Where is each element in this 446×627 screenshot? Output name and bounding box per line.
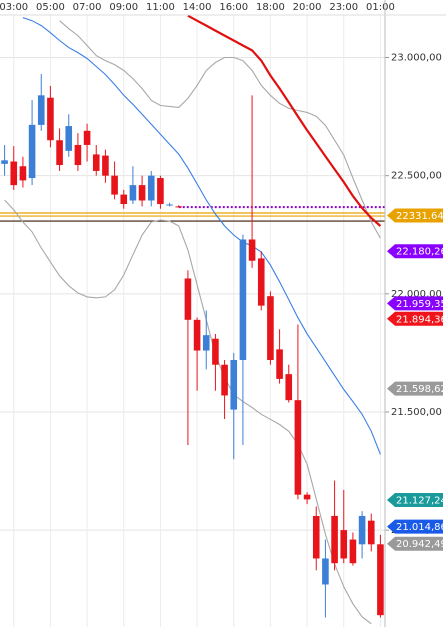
candle-body (340, 530, 348, 559)
y-tick-label: 22.000,00 (391, 289, 442, 300)
candle-body (193, 319, 201, 351)
price-marker (387, 536, 443, 551)
candle-body (74, 144, 82, 166)
x-tick-label: 16:00 (219, 2, 248, 13)
price-marker-label: 20.942,49 (396, 539, 446, 550)
candle-body (56, 140, 63, 166)
candle-body (184, 278, 192, 320)
y-tick-label: 23.000,00 (391, 53, 442, 64)
candle-body (358, 515, 366, 545)
candle-body (322, 558, 329, 585)
candle-body (349, 539, 357, 564)
candle-body (37, 95, 45, 125)
indicator-line (59, 20, 381, 239)
candle-body (83, 130, 91, 145)
indicator-line (4, 199, 372, 625)
candle-body (92, 154, 100, 171)
price-marker (387, 493, 443, 508)
candle-body (129, 185, 137, 201)
candle-body (138, 185, 146, 201)
price-marker (387, 244, 443, 259)
x-tick-label: 09:00 (109, 2, 138, 13)
candle-body (202, 335, 210, 351)
candle-body (212, 338, 219, 365)
price-marker (387, 381, 443, 396)
candle-body (367, 520, 375, 545)
candle-body (377, 544, 384, 616)
indicator-line (22, 17, 381, 455)
candle-body (303, 494, 311, 500)
candle-body (285, 374, 293, 401)
price-marker (387, 208, 443, 223)
candle-body (276, 349, 283, 379)
candle-body (120, 194, 128, 205)
candle-body (47, 97, 54, 141)
plot (0, 15, 385, 627)
candle-body (65, 126, 73, 151)
price-marker (387, 296, 443, 311)
x-tick-label: 18:00 (256, 2, 285, 13)
candle-body (239, 239, 247, 360)
candle-body (157, 178, 164, 205)
candle-body (10, 161, 18, 186)
candle-body (28, 124, 36, 179)
candle-body (294, 400, 302, 495)
price-marker-label: 21.127,24 (396, 496, 446, 507)
candle-body (267, 296, 274, 360)
candle-body (1, 160, 8, 164)
price-marker-label: 21.014,86 (396, 522, 446, 533)
price-marker-label: 21.959,35 (396, 299, 446, 310)
candle-body (166, 204, 173, 206)
price-marker (387, 311, 443, 326)
x-tick-label: 23:00 (329, 2, 358, 13)
price-marker-label: 21.894,36 (396, 314, 446, 325)
candle-body (19, 166, 27, 181)
price-marker-label: 22331.64 (396, 211, 444, 222)
candle-body (248, 239, 256, 261)
x-tick-label: 20:00 (293, 2, 322, 13)
candle-body (312, 515, 320, 559)
candle-body (147, 175, 155, 201)
candle-body (331, 515, 338, 564)
candle-body (175, 206, 183, 208)
candle-body (111, 175, 118, 195)
candle-body (230, 359, 238, 410)
x-tick-label: 07:00 (73, 2, 102, 13)
x-tick-label: 01:00 (366, 2, 395, 13)
x-tick-label: 11:00 (146, 2, 175, 13)
candle-body (102, 155, 109, 176)
y-tick-label: 22.500,00 (391, 171, 442, 182)
indicator-line (187, 15, 382, 227)
x-tick-label: 05:00 (36, 2, 65, 13)
price-marker-label: 22.180,26 (396, 247, 446, 258)
x-tick-label: 14:00 (183, 2, 212, 13)
price-marker (387, 519, 443, 534)
y-tick-label: 21.500,00 (391, 407, 442, 418)
candle-body (257, 258, 265, 306)
candle-body (221, 364, 228, 396)
x-tick-label: 03:00 (0, 2, 28, 13)
price-marker-label: 21.598,62 (396, 384, 446, 395)
